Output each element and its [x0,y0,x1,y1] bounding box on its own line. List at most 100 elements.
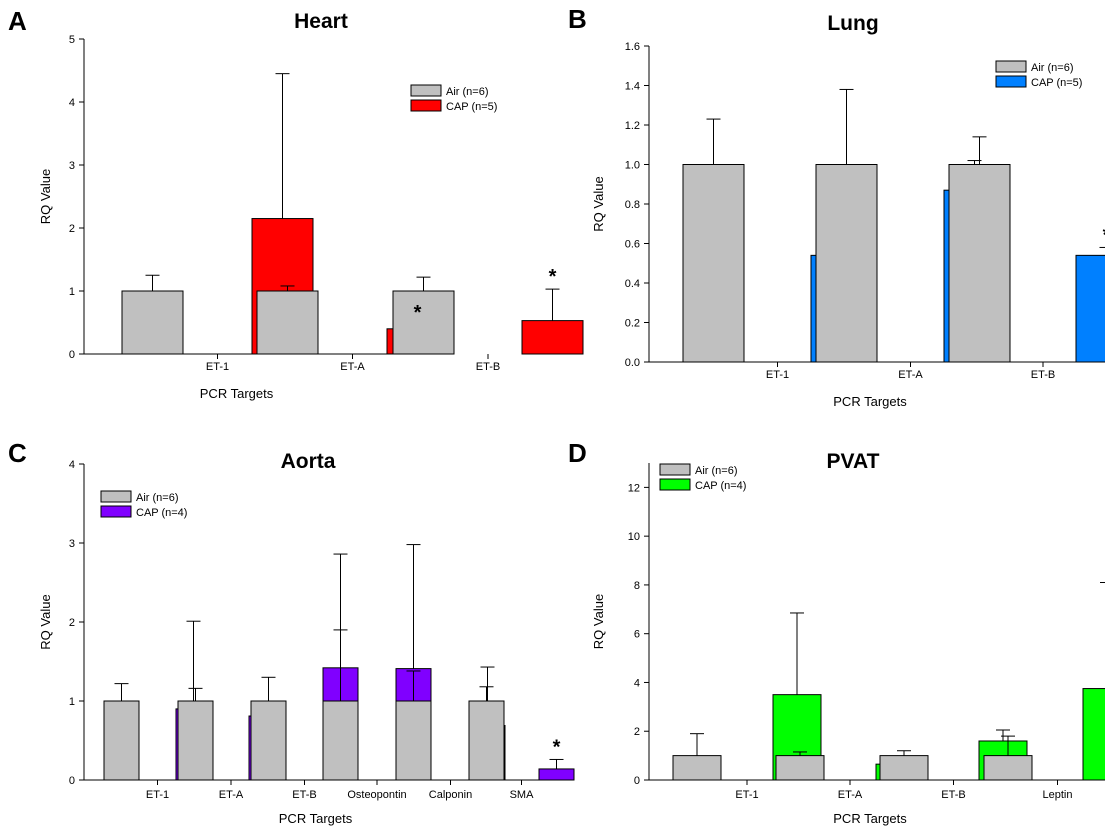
y-tick-label: 1.0 [625,160,640,172]
significance-star: * [1103,224,1105,246]
bar-air [468,700,505,781]
y-tick-label: 1.4 [625,81,640,93]
significance-star: * [414,302,422,324]
chart-panel-d: D PVAT 0 2 4 6 8 10 12 ET-1 ET-A ET-B Leptin PCR Targ… [568,438,1105,826]
y-tick-label: 4 [634,677,640,689]
legend-swatch [410,84,442,97]
y-tick-label: 12 [628,482,640,494]
x-tick-label: Calponin [429,789,472,801]
bar-air [948,164,1011,363]
y-tick-label: 0.2 [625,318,640,330]
legend-swatch [659,463,691,476]
x-tick-label: ET-1 [206,361,229,373]
legend-label: CAP (n=5) [1031,77,1082,89]
x-tick-label: ET-1 [766,369,789,381]
panel-letter: C [8,438,27,468]
x-tick-label: ET-B [1031,369,1055,381]
legend: Air (n=6) CAP (n=5) [410,84,497,113]
x-tick-label: ET-1 [146,789,169,801]
bar-air [983,755,1033,781]
x-tick-label: ET-A [219,789,244,801]
y-tick-label: 5 [69,34,75,46]
y-axis-label: RQ Value [591,594,606,649]
y-tick-label: 8 [634,580,640,592]
y-tick-label: 0 [69,775,75,787]
bar-cap [1075,254,1105,363]
legend: Air (n=6) CAP (n=4) [100,490,187,519]
x-axis-label: PCR Targets [279,811,353,826]
chart-panel-c: C Aorta 0 1 2 3 4 ET-1 ET-A ET-B Osteopontin Calpon… [8,438,575,826]
y-axis-label: RQ Value [38,594,53,649]
y-tick-label: 10 [628,531,640,543]
y-tick-label: 0 [69,349,75,361]
chart-title: PVAT [827,450,880,473]
legend-label: Air (n=6) [446,86,489,98]
y-axis-label: RQ Value [591,176,606,231]
y-tick-label: 0.0 [625,357,640,369]
x-axis-label: PCR Targets [833,811,907,826]
y-tick-label: 4 [69,97,75,109]
bar-air [392,290,455,355]
y-tick-label: 2 [69,617,75,629]
y-tick-label: 0.8 [625,199,640,211]
x-tick-label: ET-A [838,789,863,801]
bar-air [815,164,878,363]
bar-air [672,755,722,781]
legend: Air (n=6) CAP (n=4) [659,463,746,492]
y-tick-label: 0 [634,775,640,787]
legend-label: Air (n=6) [1031,62,1074,74]
legend-label: CAP (n=5) [446,101,497,113]
bar-air [103,700,140,781]
x-axis-label: PCR Targets [200,386,274,401]
bar-air [121,290,184,355]
y-tick-label: 3 [69,160,75,172]
legend-swatch [100,490,132,503]
significance-star: * [549,266,557,288]
bar-cap [1082,688,1105,781]
x-tick-label: ET-B [941,789,965,801]
bar-cap [521,320,584,355]
x-tick-label: SMA [510,789,535,801]
panel-letter: B [568,4,587,34]
y-tick-label: 1.6 [625,41,640,53]
y-axis-label: RQ Value [38,169,53,224]
panel-letter: A [8,6,27,36]
chart-panel-b: B Lung 0.0 0.2 0.4 0.6 0.8 1.0 1.2 1.4 1.6 ET-1 ET-A… [568,4,1105,409]
chart-title: Aorta [281,450,336,473]
legend-swatch [100,505,132,518]
x-tick-label: ET-A [340,361,365,373]
y-tick-label: 0.4 [625,278,640,290]
bar-air [322,700,359,781]
x-axis-label: PCR Targets [833,394,907,409]
x-tick-label: ET-B [476,361,500,373]
x-tick-label: Leptin [1043,789,1073,801]
y-tick-label: 2 [634,726,640,738]
legend: Air (n=6) CAP (n=5) [995,60,1082,89]
legend-swatch [410,99,442,112]
legend-label: Air (n=6) [136,492,179,504]
y-tick-label: 1.2 [625,120,640,132]
y-tick-label: 2 [69,223,75,235]
legend-label: CAP (n=4) [695,480,746,492]
legend-swatch [995,60,1027,73]
bar-air [250,700,287,781]
x-tick-label: ET-A [898,369,923,381]
y-tick-label: 3 [69,538,75,550]
y-tick-label: 0.6 [625,239,640,251]
x-tick-label: ET-1 [735,789,758,801]
chart-title: Heart [294,10,348,33]
bar-air [395,700,432,781]
bar-cap [538,768,575,781]
chart-title: Lung [827,12,878,35]
bar-air [177,700,214,781]
legend-label: Air (n=6) [695,465,738,477]
bar-air [256,290,319,355]
bar-air [682,164,745,363]
y-tick-label: 6 [634,629,640,641]
y-tick-label: 4 [69,459,75,471]
y-tick-label: 1 [69,286,75,298]
significance-star: * [553,736,561,758]
x-tick-label: ET-B [292,789,316,801]
x-tick-label: Osteopontin [347,789,406,801]
